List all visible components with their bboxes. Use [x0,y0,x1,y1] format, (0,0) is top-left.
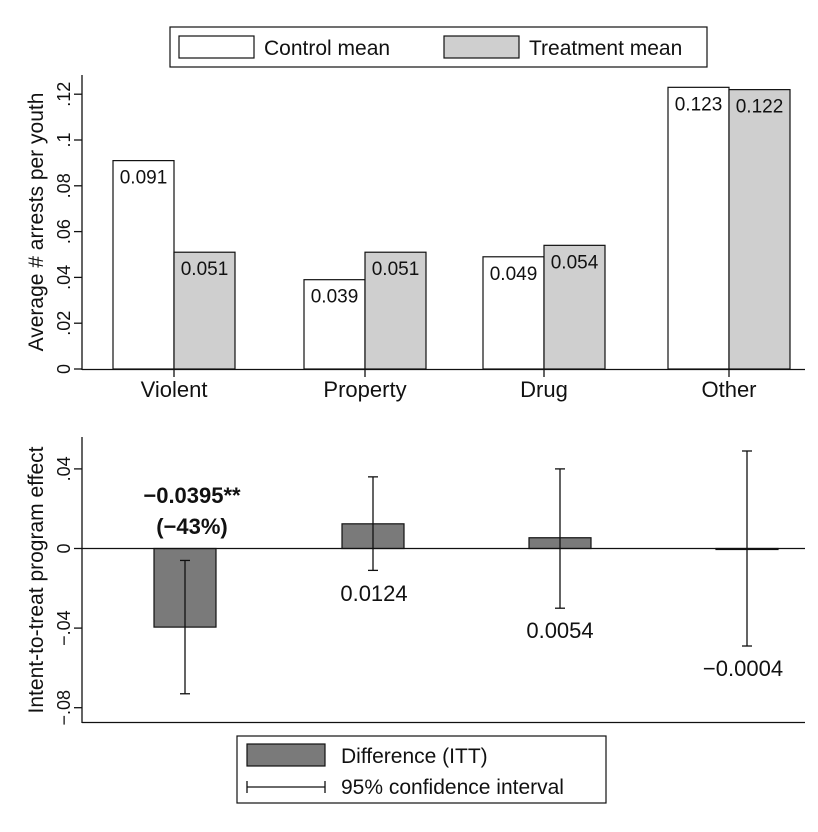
bottom-panel: Intent-to-treat program effect −.08 −.04 0… [25,437,805,725]
top-y-tick-label: .12 [54,82,74,107]
top-y-tick-label: .06 [54,219,74,244]
bottom-y-tick-label: −.04 [54,610,74,646]
top-bars: 0.091 0.039 0.049 0.123 0.051 0.051 0.054 0.122 [112,86,791,370]
bottom-y-tick-label: .04 [54,456,74,481]
legend-swatch-difference [246,743,326,767]
data-label-treatment-other: 0.122 [736,97,784,118]
category-label-other: Other [701,377,756,402]
top-y-tick-label: .04 [54,265,74,290]
bottom-y-axis-label: Intent-to-treat program effect [25,446,48,713]
effect-label-violent: (−43%) [156,514,228,539]
confidence-intervals [180,450,752,695]
bottom-y-tick-label: 0 [54,543,74,553]
top-y-axis-label: Average # arrests per youth [25,93,48,352]
data-label-control-property: 0.039 [311,287,359,308]
effect-label-other: −0.0004 [703,656,783,681]
effect-value-labels: −0.0395** (−43%) 0.0124 0.0054 −0.0004 [143,483,783,681]
ci-other [742,450,752,647]
legend-label-treatment: Treatment mean [529,37,682,60]
top-y-tick-label: .1 [54,132,74,147]
bar-control-other [667,86,730,370]
top-panel: Average # arrests per youth 0 .02 .04 .06 .0… [25,75,805,402]
bottom-bars [153,523,779,628]
top-category-labels: Violent Property Drug Other [141,370,757,402]
bar-treatment-property [364,251,427,370]
bar-control-violent [112,160,175,370]
bar-treatment-other [728,89,791,370]
category-label-violent: Violent [141,377,208,402]
data-label-treatment-drug: 0.054 [551,252,599,273]
bottom-y-ticks: −.08 −.04 0 .04 [54,456,82,725]
legend-label-difference: Difference (ITT) [341,745,488,768]
bar-control-property [303,279,366,370]
ci-property [368,476,378,572]
top-y-tick-label: .08 [54,173,74,198]
category-label-drug: Drug [520,377,568,402]
ci-drug [555,468,565,609]
data-label-treatment-property: 0.051 [372,259,420,280]
legend-label-control: Control mean [264,37,390,60]
category-label-property: Property [323,377,406,402]
bottom-y-tick-label: −.08 [54,690,74,726]
effect-label-property: 0.0124 [340,581,407,606]
bar-treatment-drug [543,244,606,370]
top-y-ticks: 0 .02 .04 .06 .08 .1 .12 [54,82,82,374]
data-label-treatment-violent: 0.051 [181,259,229,280]
data-label-control-drug: 0.049 [490,264,538,285]
legend-ci-icon [246,781,326,793]
top-y-tick-label: .02 [54,311,74,336]
bottom-legend: Difference (ITT) 95% confidence interval [236,735,607,804]
ci-violent [180,559,190,695]
top-y-tick-label: 0 [54,364,74,374]
legend-swatch-treatment [443,35,520,59]
data-label-control-other: 0.123 [675,94,723,115]
bar-treatment-violent [173,251,236,370]
data-label-control-violent: 0.091 [120,168,168,189]
effect-label-drug: 0.0054 [526,618,593,643]
legend-label-ci: 95% confidence interval [341,776,564,799]
effect-label-violent: −0.0395** [143,483,241,508]
top-legend: Control mean Treatment mean [169,26,708,68]
legend-swatch-control [178,35,255,59]
bar-control-drug [482,256,545,370]
